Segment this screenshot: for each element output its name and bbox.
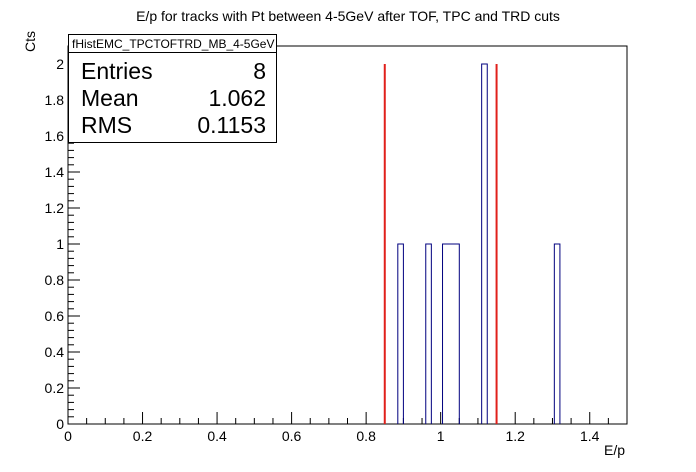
x-axis-label: E/p [604, 442, 626, 458]
x-tick-label: 1.4 [580, 428, 600, 444]
y-tick-label: 0.2 [45, 380, 65, 396]
histogram-bin [442, 243, 460, 424]
x-tick-label: 0.6 [282, 428, 302, 444]
entries-value: 8 [253, 58, 266, 84]
x-tick-label: 1.2 [505, 428, 525, 444]
stat-row-rms: RMS 0.1153 [81, 111, 266, 139]
y-tick-label: 1.4 [45, 164, 65, 180]
histogram-name: fHistEMC_TPCTOFTRD_MB_4-5GeV [69, 35, 276, 53]
y-tick-label: 1.8 [45, 92, 65, 108]
histogram-bin [397, 243, 404, 424]
x-tick-label: 0.4 [207, 428, 227, 444]
y-tick-label: 1 [56, 236, 64, 252]
x-tick-label: 0.2 [133, 428, 153, 444]
mean-label: Mean [81, 85, 139, 111]
stats-box: fHistEMC_TPCTOFTRD_MB_4-5GeV Entries 8 M… [68, 34, 277, 143]
rms-value: 0.1153 [197, 112, 266, 138]
x-tick-label: 1 [437, 428, 445, 444]
rms-label: RMS [81, 112, 133, 138]
y-tick-label: 0.6 [45, 308, 65, 324]
entries-label: Entries [81, 58, 153, 84]
y-tick-label: 1.2 [45, 200, 65, 216]
histogram-bin [481, 63, 488, 424]
y-axis-label: Cts [22, 31, 38, 52]
mean-value: 1.062 [208, 85, 266, 111]
y-tick-label: 2 [56, 56, 64, 72]
y-tick-label: 0.4 [45, 344, 65, 360]
histogram-bin [425, 243, 432, 424]
y-tick-label: 0 [56, 416, 64, 432]
chart-title: E/p for tracks with Pt between 4-5GeV af… [136, 8, 560, 24]
y-tick-label: 1.6 [45, 128, 65, 144]
y-tick-label: 0.8 [45, 272, 65, 288]
stat-row-entries: Entries 8 [81, 57, 266, 85]
x-tick-label: 0.8 [356, 428, 376, 444]
stat-row-mean: Mean 1.062 [81, 84, 266, 112]
x-tick-label: 0 [64, 428, 72, 444]
histogram-bin [553, 243, 561, 424]
